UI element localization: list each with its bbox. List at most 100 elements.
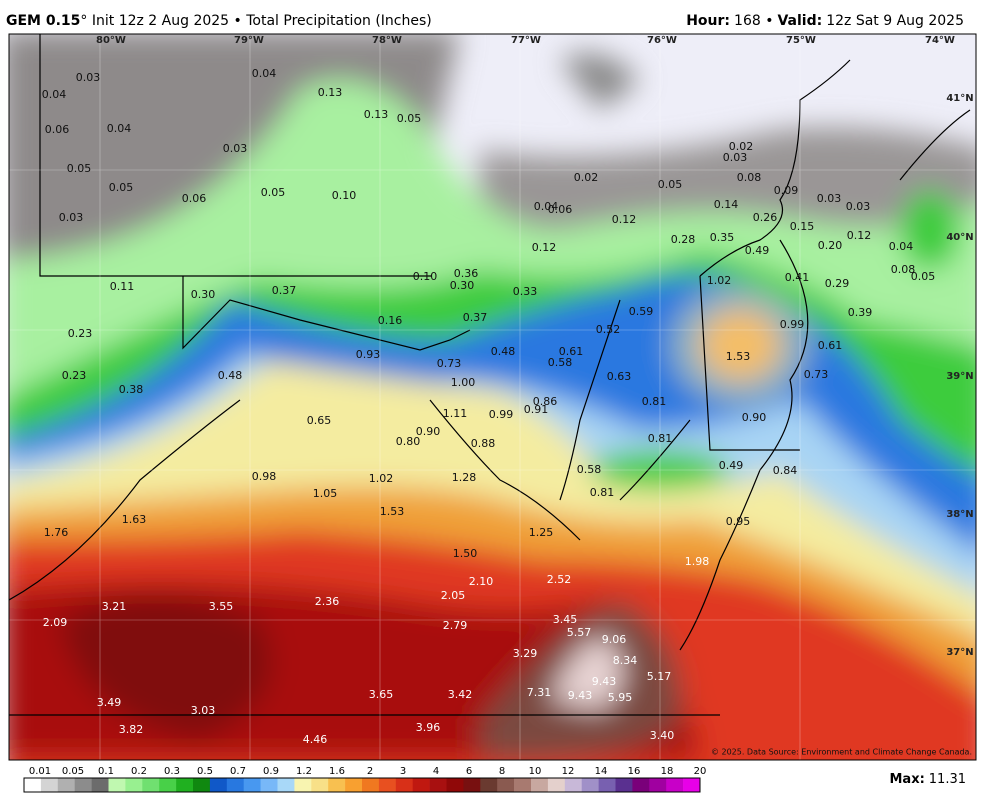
colorbar: 0.01 0.05 0.1 0.2 0.3 0.5 0.7 0.9 1.2 1.6 2 3 4 6 8 10 1…: [23, 766, 706, 793]
precip-value: 0.37: [463, 311, 488, 324]
precip-value: 0.05: [261, 186, 286, 199]
precip-value: 0.04: [534, 200, 559, 213]
precip-value: 2.05: [441, 589, 466, 602]
state-borders-south: [9, 399, 720, 716]
precip-value: 5.95: [608, 691, 633, 704]
title: ° Init 12z 2 Aug 2025 • Total Precipitat…: [80, 13, 431, 29]
precip-value: 1.53: [726, 350, 751, 363]
colorbar-label: 10: [529, 766, 542, 777]
precip-value: 3.55: [209, 600, 234, 613]
precip-value: 0.90: [742, 411, 767, 424]
precip-value: 1.28: [452, 471, 477, 484]
colorbar-label: 6: [466, 766, 472, 777]
precip-value: 0.05: [658, 178, 683, 191]
precip-value: 5.57: [567, 626, 592, 639]
precip-value: 0.35: [710, 231, 735, 244]
precip-value: 3.03: [191, 704, 216, 717]
colorbar-swatch: [632, 778, 650, 792]
colorbar-swatch: [209, 778, 228, 792]
precip-value: 1.02: [707, 274, 732, 287]
header-right: Hour: 168 • Valid: 12z Sat 9 Aug 2025: [686, 13, 964, 29]
colorbar-swatch: [176, 778, 194, 792]
precip-value: 0.08: [737, 171, 762, 184]
colorbar-swatch: [345, 778, 363, 792]
longitude-label: 80°W: [96, 35, 126, 46]
precip-value: 3.96: [416, 721, 441, 734]
precip-value: 1.11: [443, 407, 468, 420]
precip-value: 4.46: [303, 733, 328, 746]
colorbar-label: 12: [562, 766, 575, 777]
precip-value: 3.21: [102, 600, 127, 613]
precip-value: 0.30: [191, 288, 216, 301]
precip-value: 3.82: [119, 723, 144, 736]
precip-value: 0.04: [42, 88, 67, 101]
colorbar-swatch: [328, 778, 346, 792]
precip-value: 0.03: [846, 200, 871, 213]
precip-value: 1.00: [451, 376, 476, 389]
colorbar-label: 8: [499, 766, 505, 777]
precip-value: 0.52: [596, 323, 621, 336]
colorbar-swatch: [142, 778, 160, 792]
colorbar-swatch: [412, 778, 430, 792]
precip-value: 0.61: [818, 339, 843, 352]
borders: [9, 34, 971, 716]
precip-value: 0.13: [364, 108, 389, 121]
latitude-label: 37°N: [946, 647, 973, 658]
colorbar-swatch: [125, 778, 143, 792]
precip-value: 0.20: [818, 239, 843, 252]
precip-value: 1.25: [529, 526, 554, 539]
map-frame: [8, 33, 977, 761]
colorbar-swatch: [480, 778, 498, 792]
max: Max: 11.31: [889, 772, 966, 787]
hour-label: Hour:: [686, 13, 730, 29]
precip-value: 3.40: [650, 729, 675, 742]
colorbar-swatch: [446, 778, 464, 792]
colorbar-label: 18: [661, 766, 674, 777]
precip-value: 0.98: [252, 470, 277, 483]
precip-value: 0.23: [62, 369, 87, 382]
colorbar-label: 0.7: [230, 766, 246, 777]
precip-value: 0.12: [847, 229, 872, 242]
colorbar-swatch: [463, 778, 481, 792]
precip-value: 0.15: [790, 220, 815, 233]
precip-value: 2.10: [469, 575, 494, 588]
precip-value: 0.81: [642, 395, 667, 408]
model: GEM 0.15: [6, 13, 80, 29]
precip-value: 0.81: [648, 432, 673, 445]
precip-value: 0.36: [454, 267, 479, 280]
colorbar-swatch: [378, 778, 397, 792]
longitude-labels: 80°W 79°W 78°W 77°W 76°W 75°W 74°W: [96, 35, 955, 46]
colorbar-swatch: [649, 778, 667, 792]
precip-value: 0.61: [559, 345, 584, 358]
precip-value: 0.39: [848, 306, 873, 319]
colorbar-swatch: [564, 778, 582, 792]
colorbar-swatch: [547, 778, 566, 792]
longitude-label: 79°W: [234, 35, 264, 46]
colorbar-label: 4: [433, 766, 439, 777]
longitude-label: 74°W: [925, 35, 955, 46]
precip-value: 0.03: [817, 192, 842, 205]
precip-value: 0.04: [252, 67, 277, 80]
precip-value: 0.37: [272, 284, 297, 297]
precip-value: 0.58: [577, 463, 602, 476]
colorbar-label: 0.9: [263, 766, 279, 777]
precip-value: 0.81: [590, 486, 615, 499]
max-label: Max:: [889, 772, 924, 787]
precip-value: 0.10: [413, 270, 438, 283]
precip-value: 0.88: [471, 437, 496, 450]
precip-value: 9.43: [568, 689, 593, 702]
precip-value: 5.17: [647, 670, 672, 683]
precip-value: 0.03: [223, 142, 248, 155]
colorbar-label: 0.2: [131, 766, 147, 777]
precip-value: 0.23: [68, 327, 93, 340]
precip-value: 0.63: [607, 370, 632, 383]
colorbar-label: 3: [400, 766, 406, 777]
precip-value: 8.34: [613, 654, 638, 667]
hour: 168 •: [734, 13, 773, 29]
precip-value: 0.99: [780, 318, 805, 331]
precip-value: 3.49: [97, 696, 122, 709]
precip-value: 0.80: [396, 435, 421, 448]
precip-value: 0.59: [629, 305, 654, 318]
colorbar-swatch: [260, 778, 278, 792]
latitude-labels: 41°N 40°N 39°N 38°N 37°N: [946, 93, 973, 658]
